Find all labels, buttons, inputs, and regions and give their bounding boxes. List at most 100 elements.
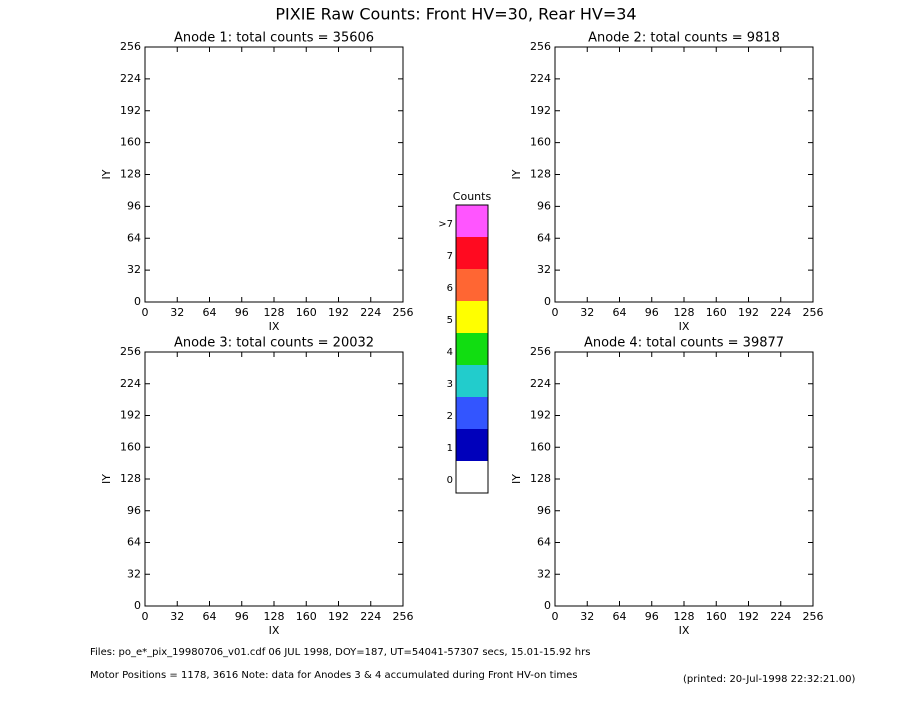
y-tick-label: 0 bbox=[134, 295, 141, 308]
colorbar-swatch bbox=[456, 333, 488, 365]
x-axis-label: IX bbox=[679, 320, 690, 333]
y-tick-label: 192 bbox=[120, 409, 141, 422]
y-tick-label: 256 bbox=[530, 40, 551, 53]
x-tick-label: 128 bbox=[264, 610, 285, 623]
y-tick-label: 32 bbox=[127, 567, 141, 580]
y-tick-label: 0 bbox=[544, 599, 551, 612]
x-tick-label: 32 bbox=[170, 306, 184, 319]
y-tick-label: 224 bbox=[120, 72, 141, 85]
y-tick-label: 160 bbox=[120, 136, 141, 149]
y-tick-label: 32 bbox=[127, 263, 141, 276]
y-axis-label: IY bbox=[100, 474, 113, 484]
y-tick-label: 224 bbox=[120, 377, 141, 390]
y-tick-label: 0 bbox=[134, 599, 141, 612]
colorbar-swatch bbox=[456, 269, 488, 301]
x-tick-label: 0 bbox=[552, 306, 559, 319]
colorbar-label: 5 bbox=[447, 315, 453, 326]
x-tick-label: 160 bbox=[706, 610, 727, 623]
colorbar-label: 7 bbox=[447, 251, 453, 262]
x-tick-label: 256 bbox=[393, 306, 414, 319]
x-tick-label: 96 bbox=[235, 306, 249, 319]
y-tick-label: 32 bbox=[537, 263, 551, 276]
x-tick-label: 32 bbox=[580, 610, 594, 623]
y-tick-label: 160 bbox=[530, 136, 551, 149]
x-axis-label: IX bbox=[269, 624, 280, 637]
y-tick-label: 160 bbox=[120, 440, 141, 453]
y-tick-label: 192 bbox=[530, 409, 551, 422]
y-tick-label: 64 bbox=[127, 231, 141, 244]
y-tick-label: 224 bbox=[530, 72, 551, 85]
colorbar-label: 6 bbox=[447, 283, 453, 294]
x-tick-label: 96 bbox=[645, 610, 659, 623]
x-tick-label: 160 bbox=[296, 610, 317, 623]
y-tick-label: 192 bbox=[120, 104, 141, 117]
y-tick-label: 64 bbox=[537, 536, 551, 549]
y-tick-label: 96 bbox=[537, 199, 551, 212]
y-tick-label: 192 bbox=[530, 104, 551, 117]
y-tick-label: 96 bbox=[537, 504, 551, 517]
colorbar-frame bbox=[455, 204, 489, 494]
colorbar-label: 2 bbox=[447, 411, 453, 422]
y-tick-label: 256 bbox=[120, 40, 141, 53]
x-tick-label: 0 bbox=[142, 306, 149, 319]
y-tick-label: 160 bbox=[530, 440, 551, 453]
y-tick-label: 128 bbox=[120, 168, 141, 181]
x-tick-label: 256 bbox=[393, 610, 414, 623]
colorbar-swatch bbox=[456, 397, 488, 429]
x-tick-label: 224 bbox=[770, 306, 791, 319]
y-axis-label: IY bbox=[510, 169, 523, 179]
y-axis-label: IY bbox=[100, 169, 113, 179]
x-tick-label: 224 bbox=[770, 610, 791, 623]
x-axis-label: IX bbox=[679, 624, 690, 637]
x-tick-label: 160 bbox=[706, 306, 727, 319]
x-tick-label: 96 bbox=[235, 610, 249, 623]
x-tick-label: 64 bbox=[203, 306, 217, 319]
colorbar-title: Counts bbox=[453, 190, 492, 203]
colorbar-label: 1 bbox=[447, 443, 453, 454]
x-tick-label: 256 bbox=[803, 306, 824, 319]
x-tick-label: 224 bbox=[360, 306, 381, 319]
panel-title: Anode 3: total counts = 20032 bbox=[174, 336, 374, 351]
x-tick-label: 64 bbox=[203, 610, 217, 623]
y-axis-label: IY bbox=[510, 474, 523, 484]
y-tick-label: 64 bbox=[127, 536, 141, 549]
footer-files: Files: po_e*_pix_19980706_v01.cdf 06 JUL… bbox=[90, 647, 590, 658]
colorbar-swatch bbox=[456, 461, 488, 493]
panel-title: Anode 1: total counts = 35606 bbox=[174, 31, 374, 46]
x-tick-label: 32 bbox=[170, 610, 184, 623]
x-tick-label: 192 bbox=[328, 610, 349, 623]
y-tick-label: 128 bbox=[120, 472, 141, 485]
panel-title: Anode 4: total counts = 39877 bbox=[584, 336, 784, 351]
x-tick-label: 0 bbox=[142, 610, 149, 623]
colorbar-label: 3 bbox=[447, 379, 453, 390]
x-tick-label: 0 bbox=[552, 610, 559, 623]
colorbar-label: 0 bbox=[447, 475, 453, 486]
y-tick-label: 256 bbox=[120, 345, 141, 358]
colorbar-swatch bbox=[456, 205, 488, 237]
x-tick-label: 160 bbox=[296, 306, 317, 319]
x-tick-label: 192 bbox=[738, 306, 759, 319]
y-tick-label: 0 bbox=[544, 295, 551, 308]
y-tick-label: 256 bbox=[530, 345, 551, 358]
y-tick-label: 128 bbox=[530, 472, 551, 485]
colorbar-swatch bbox=[456, 237, 488, 269]
colorbar-label: 4 bbox=[447, 347, 453, 358]
x-tick-label: 192 bbox=[738, 610, 759, 623]
y-tick-label: 96 bbox=[127, 504, 141, 517]
y-tick-label: 224 bbox=[530, 377, 551, 390]
colorbar-label: >7 bbox=[438, 219, 453, 230]
x-tick-label: 192 bbox=[328, 306, 349, 319]
footer-printed: (printed: 20-Jul-1998 22:32:21.00) bbox=[683, 674, 855, 685]
colorbar-swatch bbox=[456, 301, 488, 333]
x-tick-label: 128 bbox=[674, 610, 695, 623]
y-tick-label: 64 bbox=[537, 231, 551, 244]
y-tick-label: 96 bbox=[127, 199, 141, 212]
y-tick-label: 128 bbox=[530, 168, 551, 181]
footer-motor: Motor Positions = 1178, 3616 Note: data … bbox=[90, 670, 577, 681]
page-title: PIXIE Raw Counts: Front HV=30, Rear HV=3… bbox=[275, 5, 636, 24]
colorbar-swatch bbox=[456, 365, 488, 397]
x-tick-label: 224 bbox=[360, 610, 381, 623]
x-tick-label: 256 bbox=[803, 610, 824, 623]
y-tick-label: 32 bbox=[537, 567, 551, 580]
